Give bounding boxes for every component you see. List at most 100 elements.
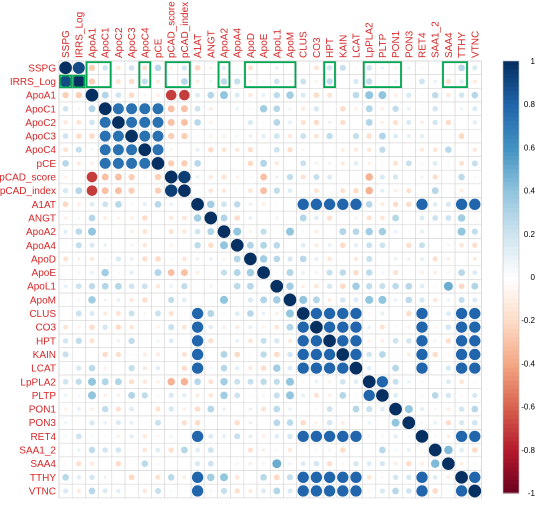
corr-dot bbox=[455, 198, 468, 210]
corr-dot bbox=[368, 449, 371, 451]
corr-dot bbox=[181, 324, 187, 330]
corr-dot bbox=[274, 175, 279, 179]
corr-dot bbox=[340, 106, 346, 112]
corr-dot bbox=[112, 103, 124, 115]
corr-dot bbox=[275, 448, 279, 452]
corr-dot bbox=[416, 485, 428, 497]
corr-dot bbox=[446, 407, 451, 412]
corr-dot bbox=[142, 242, 148, 248]
row-label: A1AT bbox=[32, 200, 56, 211]
colorbar-swatch bbox=[503, 289, 519, 295]
column-label: TTHY bbox=[457, 32, 468, 58]
corr-dot bbox=[472, 106, 478, 112]
corr-dot bbox=[233, 255, 241, 263]
colorbar-tick: -0.2 bbox=[521, 316, 535, 325]
corr-dot bbox=[459, 188, 464, 193]
corr-dot bbox=[180, 118, 188, 126]
corr-dot bbox=[235, 106, 240, 111]
corr-dot bbox=[337, 485, 349, 497]
corr-dot bbox=[354, 394, 358, 397]
corr-dot bbox=[248, 434, 253, 439]
corr-dot bbox=[366, 147, 372, 153]
corr-dot bbox=[315, 407, 318, 411]
colorbar-swatch bbox=[503, 199, 519, 205]
corr-dot bbox=[169, 215, 174, 221]
corr-dot bbox=[393, 188, 398, 193]
corr-dot bbox=[314, 215, 319, 221]
corr-dot bbox=[458, 296, 465, 303]
corr-dot bbox=[393, 297, 398, 302]
corr-dot bbox=[455, 485, 468, 497]
corr-dot bbox=[152, 116, 164, 128]
corr-dot bbox=[234, 488, 240, 494]
corr-dot bbox=[406, 379, 411, 384]
corr-dot bbox=[168, 310, 174, 317]
column-label: ApoE bbox=[259, 33, 270, 58]
corr-dot bbox=[287, 188, 293, 194]
corr-dot bbox=[472, 392, 478, 399]
corr-dot bbox=[220, 351, 228, 358]
colorbar-swatch bbox=[503, 99, 519, 105]
corr-dot bbox=[142, 488, 148, 494]
corr-dot bbox=[340, 147, 345, 152]
corr-dot bbox=[273, 351, 280, 358]
corr-dot bbox=[433, 284, 437, 288]
corr-dot bbox=[142, 256, 148, 262]
corr-dot bbox=[420, 107, 424, 111]
row-label: KAIN bbox=[33, 350, 56, 361]
corr-dot bbox=[183, 435, 186, 438]
corr-dot bbox=[366, 215, 372, 221]
corr-dot bbox=[310, 198, 323, 210]
corr-dot bbox=[102, 324, 108, 330]
corr-dot bbox=[223, 162, 225, 165]
corr-dot bbox=[433, 420, 438, 425]
corr-dot bbox=[472, 242, 478, 248]
corr-dot bbox=[248, 134, 253, 139]
colorbar-swatch bbox=[503, 190, 519, 196]
corr-dot bbox=[182, 256, 187, 262]
corr-dot bbox=[262, 462, 266, 466]
colorbar-swatch bbox=[503, 337, 519, 343]
corr-dot bbox=[273, 91, 281, 99]
corr-dot bbox=[88, 487, 96, 495]
corr-dot bbox=[380, 106, 385, 111]
corr-dot bbox=[77, 325, 81, 329]
corr-dot bbox=[248, 325, 253, 330]
corr-dot bbox=[432, 119, 438, 126]
corr-dot bbox=[180, 378, 189, 386]
corr-dot bbox=[64, 244, 67, 247]
corr-dot bbox=[275, 230, 279, 233]
corr-dot bbox=[288, 107, 292, 111]
corr-dot bbox=[392, 364, 400, 372]
corr-dot bbox=[247, 119, 254, 126]
corr-dot bbox=[406, 310, 412, 317]
corr-dot bbox=[64, 298, 67, 301]
colorbar-tick: -1 bbox=[528, 489, 536, 498]
corr-dot bbox=[472, 297, 478, 303]
corr-dot bbox=[289, 162, 291, 165]
corr-dot bbox=[233, 269, 241, 277]
corr-dot bbox=[342, 94, 344, 96]
corr-dot bbox=[195, 79, 200, 84]
colorbar-swatch bbox=[503, 415, 519, 421]
corr-dot bbox=[143, 271, 146, 274]
corr-dot bbox=[393, 229, 398, 234]
row-label: PLTP bbox=[32, 391, 57, 402]
corr-dot bbox=[152, 144, 164, 156]
corr-dot bbox=[75, 146, 82, 153]
corr-dot bbox=[233, 227, 242, 236]
corr-dot bbox=[234, 378, 241, 385]
colorbar-swatch bbox=[503, 372, 519, 377]
corr-dot bbox=[62, 378, 69, 385]
corr-dot bbox=[446, 434, 451, 439]
corr-dot bbox=[459, 242, 464, 248]
corr-dot bbox=[379, 283, 386, 290]
corr-dot bbox=[191, 307, 204, 320]
corr-dot bbox=[420, 189, 424, 192]
corr-dot bbox=[87, 391, 97, 400]
colorbar-swatch bbox=[503, 350, 519, 356]
corr-dot bbox=[207, 447, 214, 453]
corr-dot bbox=[471, 91, 479, 99]
colorbar-swatch bbox=[503, 82, 519, 88]
corr-dot bbox=[142, 447, 148, 453]
